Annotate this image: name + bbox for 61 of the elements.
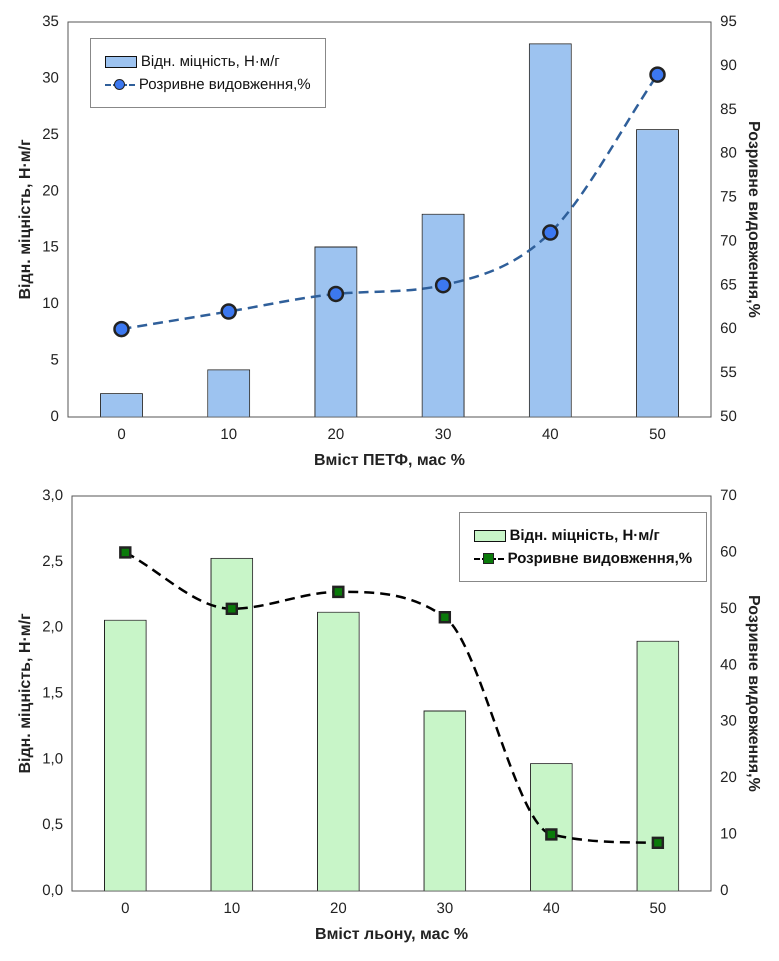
y-tick-label: 10 xyxy=(42,295,59,312)
point xyxy=(438,611,452,624)
y-tick-label: 5 xyxy=(50,352,59,369)
x-tick-label: 0 xyxy=(117,426,126,443)
y2-tick-label: 40 xyxy=(720,656,737,674)
y-tick-label: 1,0 xyxy=(42,750,64,768)
y2-tick-label: 30 xyxy=(720,712,737,730)
x-tick-label: 10 xyxy=(220,426,238,443)
x-tick-label: 50 xyxy=(649,426,666,443)
y-tick-label: 2,0 xyxy=(42,618,64,636)
y-tick-label: 25 xyxy=(42,126,59,143)
y2-tick-label: 55 xyxy=(720,364,737,382)
x-axis-title: Вміст ПЕТФ, мас % xyxy=(314,452,465,469)
y2-tick-label: 95 xyxy=(720,13,737,30)
legend-label: Відн. міцність, Н·м/г xyxy=(140,53,280,70)
y2-tick-label: 50 xyxy=(720,600,737,617)
x-tick-label: 30 xyxy=(436,900,454,917)
y2-tick-label: 65 xyxy=(720,276,737,294)
y-axis-title: Відн. міцність, Н·м/г xyxy=(17,138,34,300)
y2-axis-title: Розривне видовження,% xyxy=(744,594,762,792)
x-tick-label: 30 xyxy=(434,426,452,443)
y-axis-title: Відн. міцність, Н·м/г xyxy=(17,612,34,774)
legend-label: Розривне видовження,% xyxy=(138,76,311,93)
y-tick-label: 15 xyxy=(42,238,59,256)
x-tick-label: 0 xyxy=(121,900,130,917)
point xyxy=(332,586,345,598)
y-tick-label: 0,0 xyxy=(42,882,64,899)
y-tick-label: 1,5 xyxy=(42,684,64,702)
y2-tick-label: 70 xyxy=(720,487,737,504)
point xyxy=(226,602,238,615)
y-tick-label: 35 xyxy=(42,13,59,30)
y2-tick-label: 70 xyxy=(720,232,737,250)
y2-tick-label: 85 xyxy=(720,100,737,118)
x-tick-label: 40 xyxy=(542,426,559,443)
x-tick-label: 20 xyxy=(328,426,344,443)
y-tick-label: 20 xyxy=(42,182,59,200)
y-tick-label: 3,0 xyxy=(42,487,64,504)
y2-axis-title: Розривне видовження,% xyxy=(744,120,762,318)
y-tick-label: 0 xyxy=(50,408,59,425)
legend-label: Відн. міцність, Н·м/г xyxy=(510,527,660,544)
y2-tick-label: 80 xyxy=(720,144,737,162)
point xyxy=(652,836,664,850)
y2-tick-label: 60 xyxy=(720,320,737,338)
y2-tick-label: 10 xyxy=(720,826,737,843)
y-tick-label: 2,5 xyxy=(42,552,64,570)
y2-tick-label: 75 xyxy=(720,188,737,206)
y2-tick-label: 20 xyxy=(720,769,737,786)
y2-tick-label: 90 xyxy=(720,57,737,74)
legend-label: Розривне видовження,% xyxy=(508,550,692,567)
y-tick-label: 0,5 xyxy=(42,816,64,834)
x-tick-label: 10 xyxy=(223,900,240,917)
point xyxy=(119,546,132,559)
point xyxy=(545,828,558,841)
y2-tick-label: 60 xyxy=(720,544,737,561)
x-axis-title: Вміст льону, мас % xyxy=(315,926,468,943)
y2-tick-label: 0 xyxy=(720,882,728,899)
x-tick-label: 50 xyxy=(650,900,666,917)
x-tick-label: 20 xyxy=(330,900,347,917)
y-tick-label: 30 xyxy=(42,70,59,87)
x-tick-label: 40 xyxy=(543,900,560,917)
y2-tick-label: 50 xyxy=(720,408,737,425)
